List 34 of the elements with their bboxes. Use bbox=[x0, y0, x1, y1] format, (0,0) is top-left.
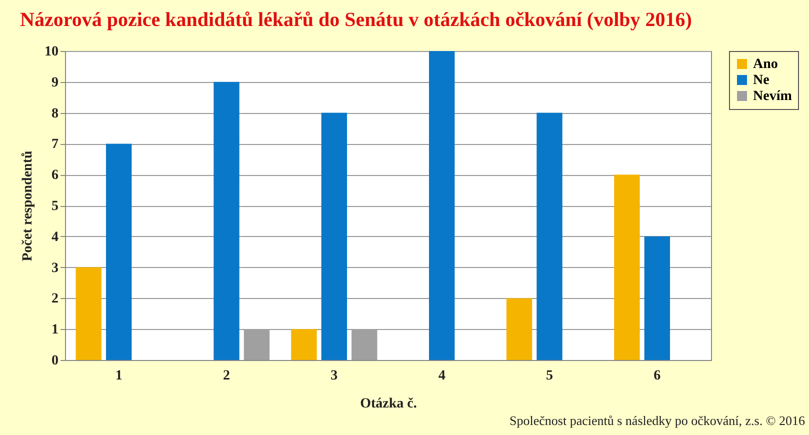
y-tick-label: 0 bbox=[52, 354, 58, 368]
bar bbox=[76, 267, 102, 360]
legend-label: Nevím bbox=[753, 89, 792, 104]
x-tick-label: 4 bbox=[438, 368, 446, 384]
x-tick-label: 3 bbox=[330, 368, 338, 384]
y-tick-label: 7 bbox=[52, 137, 58, 152]
y-tick-label: 4 bbox=[52, 230, 58, 245]
chart-title: Názorová pozice kandidátů lékařů do Senátu v otázkách očkování (volby 2016) bbox=[20, 9, 692, 31]
bar bbox=[106, 144, 132, 360]
x-tick-label: 1 bbox=[115, 368, 122, 384]
y-tick-label: 10 bbox=[44, 44, 58, 60]
legend-label: Ne bbox=[753, 73, 770, 88]
y-tick-label: 5 bbox=[52, 199, 58, 214]
x-axis-title: Otázka č. bbox=[360, 396, 417, 412]
y-axis-title: Počet respondentů bbox=[20, 150, 36, 262]
bar bbox=[321, 112, 348, 360]
y-tick-label: 3 bbox=[52, 260, 58, 276]
bar bbox=[291, 329, 317, 360]
y-tick-label: 2 bbox=[52, 292, 58, 307]
legend-label: Ano bbox=[753, 57, 778, 72]
y-tick-label: 8 bbox=[52, 106, 58, 122]
bar bbox=[614, 174, 640, 360]
y-tick-label: 9 bbox=[52, 75, 58, 90]
bar bbox=[536, 112, 562, 360]
bar bbox=[214, 82, 240, 360]
x-tick-label: 6 bbox=[654, 368, 661, 384]
y-tick-label: 6 bbox=[52, 168, 58, 184]
text: Společnost pacientů s následky po očkování, z.s. © 2016 bbox=[510, 413, 805, 429]
x-tick-label: 2 bbox=[223, 368, 230, 384]
bar bbox=[428, 51, 455, 360]
x-tick-label: 5 bbox=[546, 368, 553, 384]
bar bbox=[506, 298, 532, 360]
y-tick-label: 1 bbox=[52, 322, 58, 338]
bar bbox=[644, 236, 670, 360]
